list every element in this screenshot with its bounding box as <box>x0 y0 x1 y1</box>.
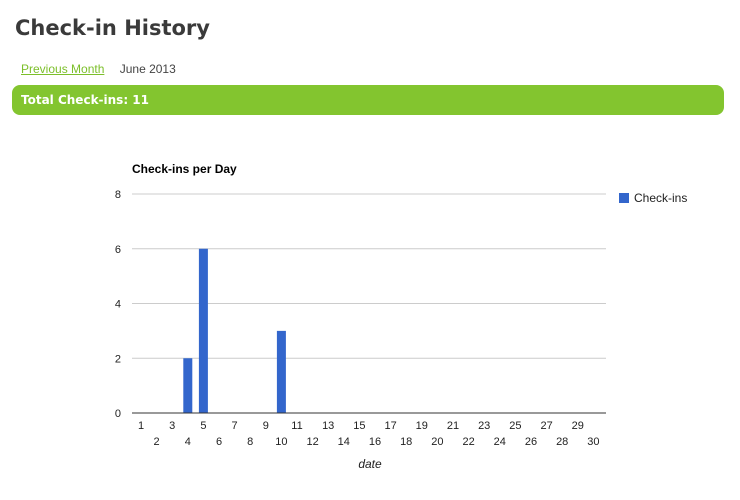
x-tick-label: 29 <box>572 420 584 432</box>
x-tick-label: 2 <box>154 436 160 448</box>
chart-bars <box>183 248 286 413</box>
x-tick-label: 23 <box>478 420 490 432</box>
x-tick-label: 9 <box>263 420 269 432</box>
y-axis-ticks: 0 2 4 6 8 <box>115 189 121 420</box>
x-tick-label: 16 <box>369 436 381 448</box>
chart-grid <box>132 193 606 359</box>
y-tick-label: 2 <box>115 353 121 365</box>
x-tick-label: 21 <box>447 420 459 432</box>
x-tick-label: 13 <box>322 420 334 432</box>
x-tick-label: 15 <box>353 420 365 432</box>
y-tick-label: 4 <box>115 299 121 311</box>
x-tick-label: 22 <box>462 436 474 448</box>
x-tick-label: 20 <box>431 436 443 448</box>
x-tick-label: 12 <box>306 436 318 448</box>
current-month-label: June 2013 <box>119 62 176 76</box>
x-tick-label: 1 <box>138 420 144 432</box>
chart-legend: Check-ins <box>619 191 687 205</box>
x-tick-label: 30 <box>587 436 599 448</box>
bar <box>198 248 208 413</box>
x-tick-label: 18 <box>400 436 412 448</box>
total-checkins-banner: Total Check-ins: 11 <box>12 85 724 115</box>
x-tick-label: 10 <box>275 436 287 448</box>
y-tick-label: 0 <box>115 408 121 420</box>
chart-title: Check-ins per Day <box>132 162 237 176</box>
month-navigation: Previous Month June 2013 <box>21 62 176 76</box>
y-tick-label: 6 <box>115 244 121 256</box>
x-axis-label: date <box>358 457 382 471</box>
legend-label: Check-ins <box>634 191 687 205</box>
legend-swatch <box>619 193 629 203</box>
previous-month-link[interactable]: Previous Month <box>21 62 105 76</box>
x-tick-label: 8 <box>247 436 253 448</box>
x-tick-label: 27 <box>540 420 552 432</box>
page-title: Check-in History <box>15 16 210 40</box>
y-tick-label: 8 <box>115 189 121 201</box>
x-tick-label: 24 <box>494 436 506 448</box>
bar <box>183 358 193 413</box>
x-tick-label: 4 <box>185 436 191 448</box>
x-tick-label: 3 <box>169 420 175 432</box>
x-tick-label: 19 <box>416 420 428 432</box>
x-tick-label: 28 <box>556 436 568 448</box>
bar <box>276 330 286 413</box>
total-checkins-label: Total Check-ins: 11 <box>21 93 149 107</box>
x-tick-label: 17 <box>384 420 396 432</box>
x-tick-label: 26 <box>525 436 537 448</box>
x-tick-label: 11 <box>291 420 302 432</box>
x-tick-label: 7 <box>232 420 238 432</box>
x-tick-label: 5 <box>200 420 206 432</box>
x-tick-label: 25 <box>509 420 521 432</box>
x-tick-label: 14 <box>338 436 350 448</box>
x-axis-ticks: 1234567891011121314151617181920212223242… <box>138 420 600 448</box>
x-tick-label: 6 <box>216 436 222 448</box>
